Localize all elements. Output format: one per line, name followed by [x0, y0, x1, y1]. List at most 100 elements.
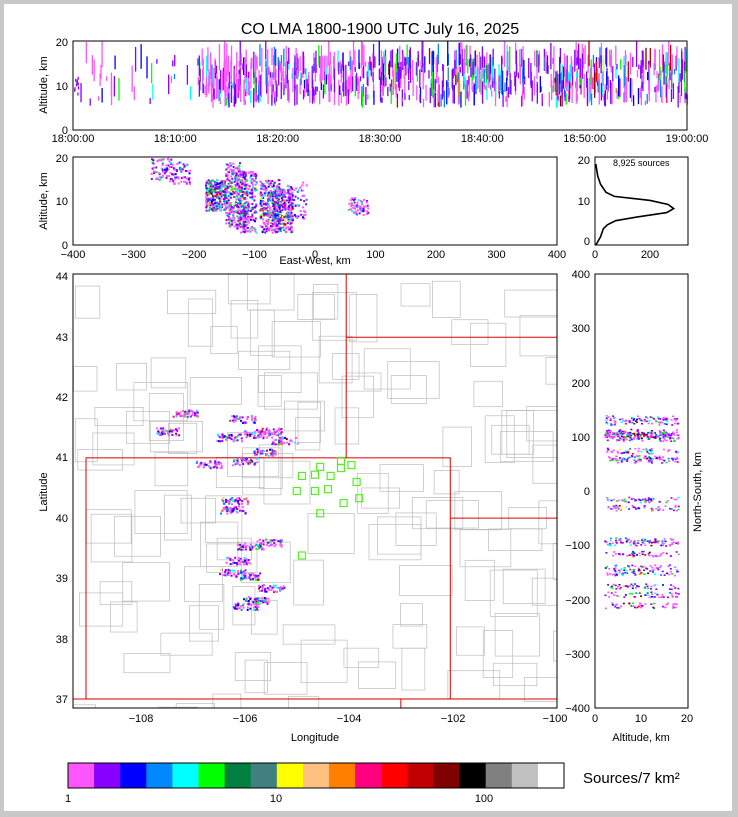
plan-view-source — [235, 462, 238, 465]
ew-height-source — [240, 223, 243, 226]
plan-ylabel: Latitude — [38, 472, 50, 511]
ew-height-source — [271, 201, 274, 204]
ew-height-source — [242, 216, 245, 219]
time-height-source — [198, 80, 201, 97]
ew-height-source — [277, 204, 280, 207]
county-line — [552, 542, 558, 580]
plan-view-source — [249, 547, 252, 550]
time-height-source — [485, 85, 487, 91]
ew-height-source — [268, 193, 271, 196]
county-line — [238, 350, 291, 370]
ew-height-source — [212, 196, 215, 199]
plan-view-source — [237, 543, 240, 546]
time-height-source — [612, 66, 614, 82]
ew-height-source — [288, 194, 291, 197]
ew-height-source — [244, 224, 247, 227]
time-height-source — [309, 90, 311, 103]
time-height-source — [467, 59, 469, 74]
time-height-source — [464, 62, 466, 74]
ew-height-source — [255, 188, 258, 191]
plan-view-source — [247, 462, 250, 465]
time-height-source — [266, 64, 269, 87]
ew-height-source — [355, 213, 358, 216]
lat-41: 41 — [56, 452, 68, 464]
ew-height-source — [241, 226, 244, 229]
plan-view-source — [236, 570, 239, 573]
ns-height-source — [611, 437, 614, 440]
ew-height-source — [176, 162, 179, 165]
ns-height-source — [610, 450, 613, 453]
time-height-source — [514, 42, 517, 65]
lat-38: 38 — [56, 634, 68, 646]
ew-height-source — [178, 166, 181, 169]
plan-view-source — [223, 508, 226, 511]
ew-height-source — [230, 168, 233, 171]
plan-view-source — [220, 568, 223, 571]
ns-height-source — [653, 596, 656, 598]
ew-height-source — [248, 228, 251, 231]
plan-view-source — [229, 558, 232, 561]
time-height-source — [412, 60, 414, 80]
county-line — [86, 509, 132, 544]
plan-view-source — [228, 510, 231, 513]
time-height-source — [324, 55, 326, 81]
ew-height-source — [304, 213, 307, 216]
county-line — [433, 470, 460, 495]
ew-height-source — [225, 205, 228, 208]
ns-height-source — [639, 460, 642, 462]
ns-height-source — [623, 498, 626, 501]
ns-height-source — [634, 583, 637, 585]
ns-height-source — [639, 501, 642, 504]
ns-height-source — [607, 435, 610, 437]
ns-height-source — [626, 572, 629, 574]
time-height-source — [278, 59, 280, 86]
time-height-source — [267, 49, 269, 75]
plan-view-source — [248, 460, 251, 463]
plan-view-source — [209, 460, 212, 463]
ew-height-source — [251, 218, 254, 221]
time-height-source — [571, 83, 573, 104]
ns-height-source — [658, 458, 661, 461]
plan-view-source — [260, 434, 263, 437]
time-height-source — [320, 57, 322, 84]
ns-height-source — [675, 509, 678, 512]
ew-height-source — [215, 205, 218, 208]
time-height-source — [77, 92, 79, 96]
ew-height-source — [234, 211, 237, 214]
ns-height-source — [606, 565, 609, 568]
time-height-source — [567, 79, 570, 101]
plan-view-source — [244, 575, 247, 578]
ns-height-source — [638, 458, 641, 461]
ns-height-source — [614, 591, 617, 594]
plan-view-source — [236, 418, 239, 421]
plan-view-source — [263, 589, 266, 592]
plan-view-source — [245, 545, 248, 548]
plan-view-source — [226, 500, 229, 503]
plan-view-source — [261, 547, 264, 550]
time-height-source — [280, 63, 283, 79]
ew-height-source — [352, 206, 355, 209]
plan-view-source — [270, 589, 273, 592]
plan-view-source — [263, 450, 266, 453]
ns-height-source — [652, 555, 655, 558]
ew-height-source — [262, 188, 265, 191]
ns-height-source — [644, 500, 647, 502]
th-xtick-0: 18:00:00 — [52, 133, 95, 145]
ns-height-source — [640, 572, 643, 574]
ns-height-source — [647, 422, 650, 425]
ew-height-source — [217, 185, 220, 188]
ew-height-source — [229, 182, 232, 185]
plan-view-source — [234, 556, 237, 559]
plan-view-source — [255, 597, 258, 600]
time-height-source — [459, 67, 462, 73]
ew-height-source — [170, 166, 173, 169]
time-height-source — [533, 76, 536, 96]
plan-view-source — [235, 607, 238, 610]
ew-height-source — [217, 206, 220, 209]
time-height-source — [257, 95, 259, 101]
time-height-source — [245, 49, 247, 66]
ns-height-source — [641, 553, 644, 556]
plan-view-source — [256, 603, 259, 606]
time-height-source — [361, 93, 363, 106]
plan-view-source — [253, 434, 256, 437]
